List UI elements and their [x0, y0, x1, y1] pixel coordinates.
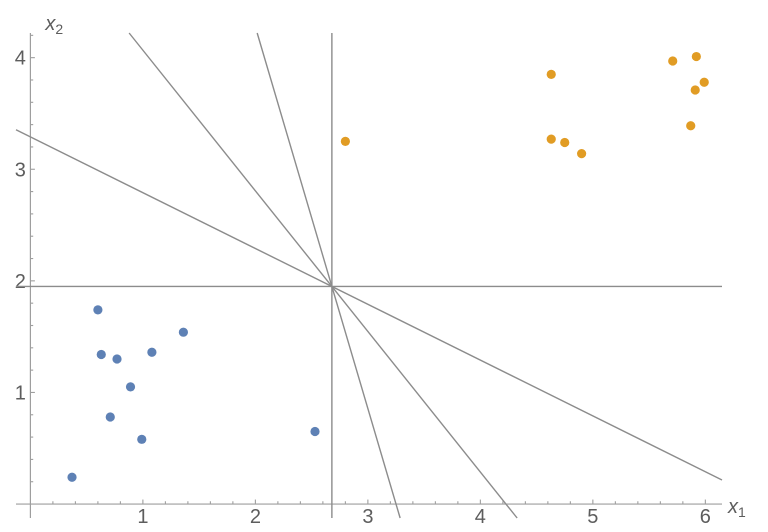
x-tick-label: 6	[700, 506, 711, 528]
y-axis-label: x2	[44, 13, 63, 37]
orange-class-point	[560, 137, 570, 148]
blue-class-point	[137, 434, 147, 444]
x-tick-label: 4	[475, 506, 486, 528]
blue-class-point	[147, 347, 157, 357]
orange-class-point	[686, 121, 696, 131]
orange-class-point	[577, 149, 587, 159]
x-axis-label: x1	[727, 496, 746, 520]
blue-class-point	[125, 382, 136, 392]
orange-class-point	[546, 69, 556, 80]
orange-class-point	[691, 51, 701, 62]
blue-class-point	[178, 327, 188, 337]
x-tick-label: 1	[137, 506, 148, 528]
blue-class-point	[67, 472, 77, 482]
blue-class-point	[93, 305, 103, 315]
separator-line	[128, 32, 518, 519]
blue-class-point	[96, 349, 106, 360]
x-tick-label: 3	[362, 506, 373, 528]
y-tick-label: 1	[15, 382, 26, 404]
orange-class-point	[546, 134, 556, 144]
orange-class-point	[699, 77, 709, 87]
orange-class-point	[668, 56, 678, 66]
separator-line	[15, 129, 723, 481]
x-tick-label: 2	[250, 506, 261, 528]
blue-class-point	[105, 412, 115, 422]
y-tick-label: 2	[15, 271, 26, 293]
x-tick-label: 5	[587, 506, 598, 528]
y-tick-label: 3	[15, 159, 26, 181]
separator-line	[256, 32, 401, 519]
orange-class-point	[690, 85, 700, 95]
y-tick-label: 4	[15, 48, 26, 70]
orange-class-point	[340, 136, 350, 146]
blue-class-point	[310, 426, 320, 437]
blue-class-point	[112, 354, 122, 364]
